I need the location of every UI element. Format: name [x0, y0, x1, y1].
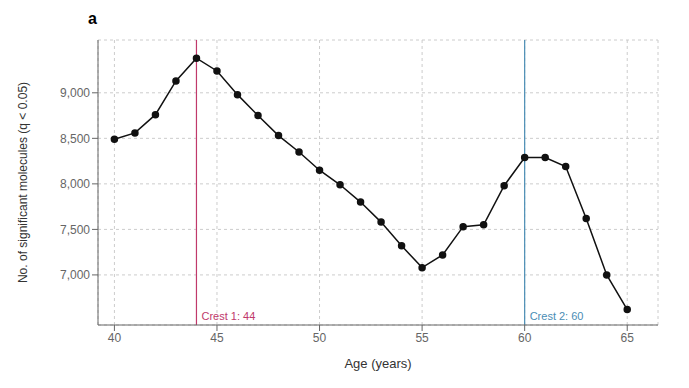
svg-text:7,000: 7,000: [60, 268, 90, 282]
svg-text:40: 40: [108, 331, 122, 345]
svg-text:45: 45: [210, 331, 224, 345]
svg-text:55: 55: [415, 331, 429, 345]
svg-text:8,000: 8,000: [60, 177, 90, 191]
svg-text:Crest 1: 44: Crest 1: 44: [201, 310, 255, 322]
svg-text:No. of significant molecules (: No. of significant molecules (q < 0.05): [16, 82, 30, 283]
svg-text:65: 65: [621, 331, 635, 345]
svg-text:50: 50: [313, 331, 327, 345]
html-text:a: a: [88, 10, 97, 27]
svg-text:8,500: 8,500: [60, 132, 90, 146]
svg-text:Age (years): Age (years): [344, 356, 411, 371]
svg-text:9,000: 9,000: [60, 86, 90, 100]
svg-text:7,500: 7,500: [60, 223, 90, 237]
svg-text:Crest 2: 60: Crest 2: 60: [530, 310, 584, 322]
svg-text:60: 60: [518, 331, 532, 345]
